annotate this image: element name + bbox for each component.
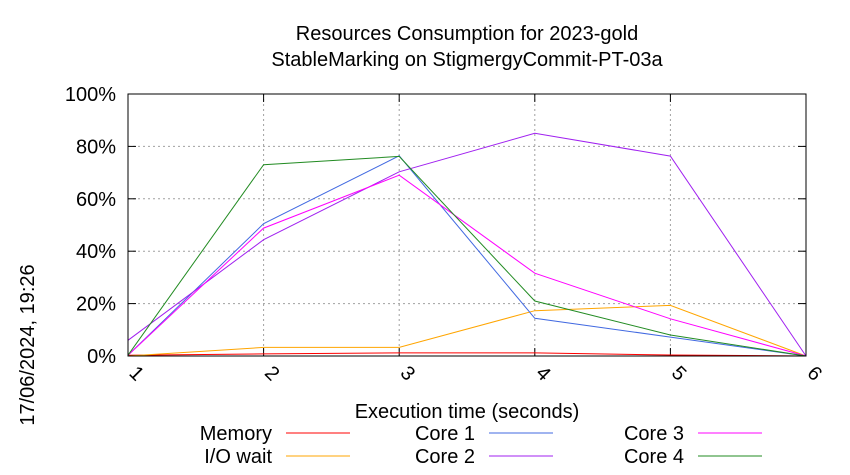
chart-title: Resources Consumption for 2023-gold <box>296 23 638 45</box>
chart-subtitle: StableMarking on StigmergyCommit-PT-03a <box>271 49 663 71</box>
grid-lines <box>128 94 806 356</box>
x-tick-label: 2 <box>260 362 283 385</box>
y-tick-label: 0% <box>87 346 116 368</box>
legend-label: I/O wait <box>204 446 272 468</box>
x-tick-label: 5 <box>667 362 690 385</box>
x-tick-label: 6 <box>803 362 826 385</box>
legend-label: Core 4 <box>624 446 684 468</box>
x-axis-ticks: 1 2 3 4 5 6 <box>125 94 826 385</box>
y-tick-label: 60% <box>76 189 116 211</box>
x-tick-label: 4 <box>531 362 554 385</box>
legend-label: Core 3 <box>624 423 684 445</box>
legend-label: Core 1 <box>415 423 475 445</box>
legend-label: Core 2 <box>415 446 475 468</box>
legend-label: Memory <box>200 423 272 445</box>
x-tick-label: 1 <box>125 362 148 385</box>
series-line-i-o-wait <box>127 304 807 357</box>
y-tick-label: 40% <box>76 241 116 263</box>
series-line-core-4 <box>127 155 807 357</box>
plot-frame <box>127 93 807 357</box>
series-line-memory <box>127 352 807 357</box>
series-line-core-1 <box>127 155 807 357</box>
y-tick-label: 80% <box>76 136 116 158</box>
series-line-core-2 <box>127 132 807 357</box>
y-tick-label: 100% <box>65 84 116 106</box>
series-lines <box>127 132 807 357</box>
y-tick-label: 20% <box>76 294 116 316</box>
timestamp-label: 17/06/2024, 19:26 <box>17 264 39 425</box>
x-tick-label: 3 <box>396 362 419 385</box>
series-line-core-3 <box>127 174 807 357</box>
x-axis-label: Execution time (seconds) <box>355 401 580 423</box>
